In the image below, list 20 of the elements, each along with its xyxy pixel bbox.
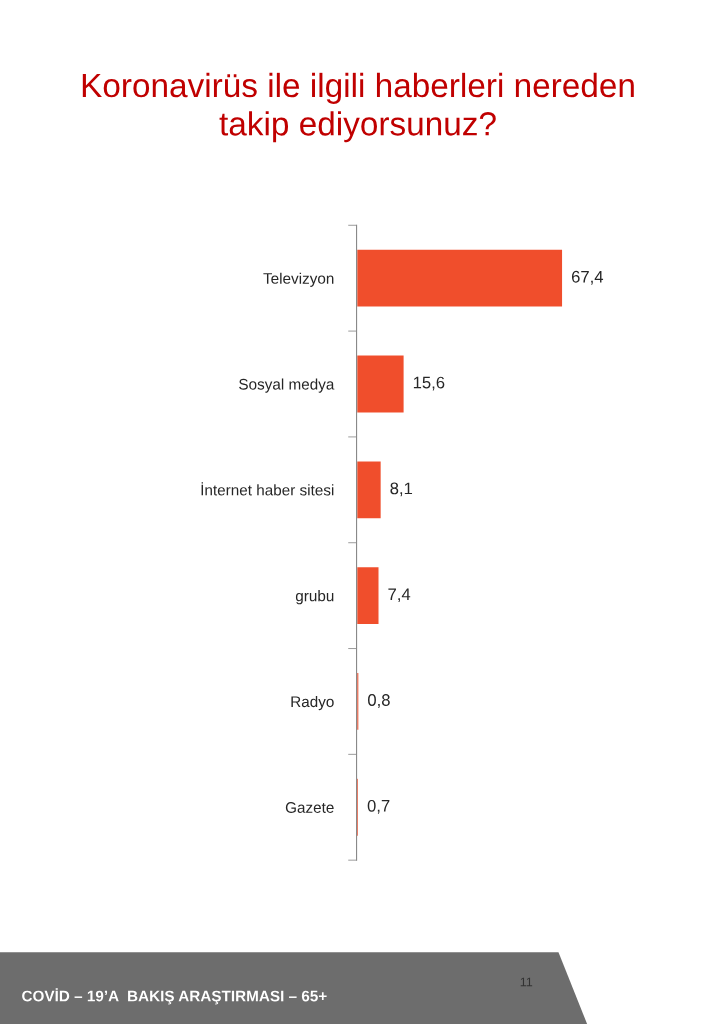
bar bbox=[356, 354, 405, 414]
data-label: 0,8 bbox=[368, 694, 390, 708]
text: COVİD – 19’A BAKIŞ ARAŞTIRMASI – 65+ bbox=[22, 988, 327, 1005]
data-label: 7,4 bbox=[388, 588, 411, 603]
bar bbox=[356, 460, 383, 520]
data-label: 8,1 bbox=[390, 482, 413, 497]
chart-title: Koronavirüs ile ilgili haberleri nereden takip ediyorsunuz? bbox=[82, 72, 634, 143]
data-label: 15,6 bbox=[413, 376, 445, 391]
data-label: 0,7 bbox=[367, 799, 390, 814]
bar bbox=[356, 671, 360, 732]
text: 11 bbox=[520, 977, 533, 987]
bar bbox=[356, 248, 564, 308]
y-tick-label: Gazete bbox=[285, 802, 334, 813]
y-tick-label: Sosyal medya bbox=[239, 378, 335, 393]
y-tick-label: Televizyon bbox=[263, 272, 334, 287]
bar bbox=[356, 565, 380, 626]
y-tick-label: İnternet haber sitesi bbox=[201, 482, 334, 496]
y-tick-label: grubu bbox=[295, 590, 334, 605]
y-tick-label: Radyo bbox=[291, 695, 334, 711]
data-label: 67,4 bbox=[571, 270, 604, 285]
